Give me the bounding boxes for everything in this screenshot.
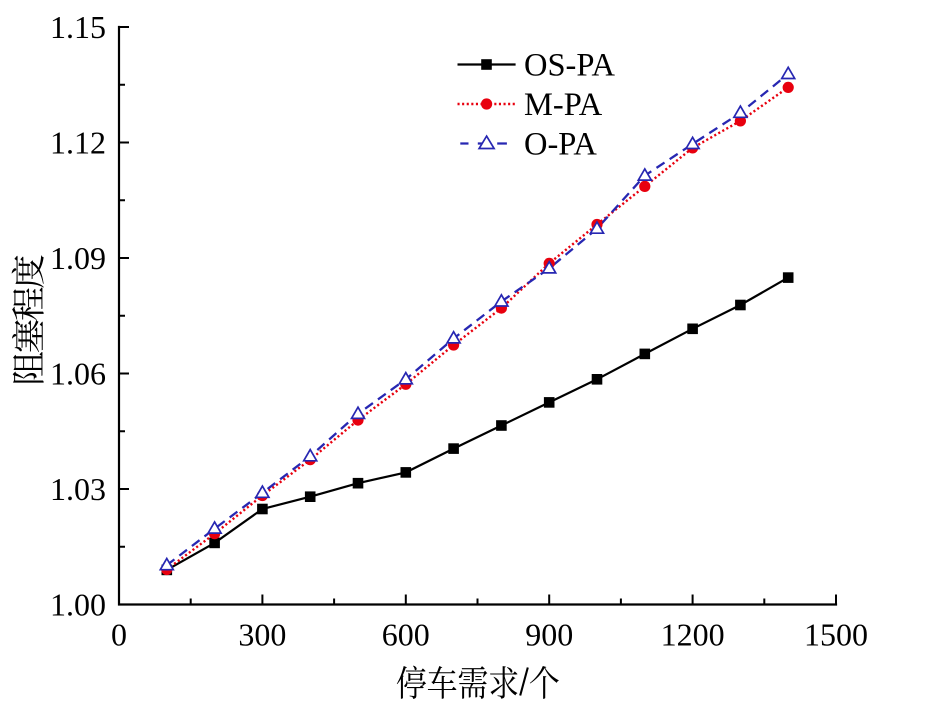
svg-text:M-PA: M-PA: [524, 87, 603, 123]
svg-text:600: 600: [382, 617, 430, 653]
svg-text:0: 0: [111, 617, 127, 653]
svg-text:OS-PA: OS-PA: [524, 47, 615, 83]
svg-text:1.15: 1.15: [50, 9, 106, 45]
svg-text:900: 900: [525, 617, 573, 653]
svg-text:1.09: 1.09: [50, 240, 106, 276]
svg-text:1.00: 1.00: [50, 586, 106, 622]
svg-text:1.03: 1.03: [50, 471, 106, 507]
svg-text:O-PA: O-PA: [524, 126, 597, 162]
svg-text:1.12: 1.12: [50, 124, 106, 160]
svg-text:1.06: 1.06: [50, 355, 106, 391]
svg-text:1200: 1200: [661, 617, 725, 653]
svg-text:1500: 1500: [804, 617, 868, 653]
svg-text:300: 300: [238, 617, 286, 653]
